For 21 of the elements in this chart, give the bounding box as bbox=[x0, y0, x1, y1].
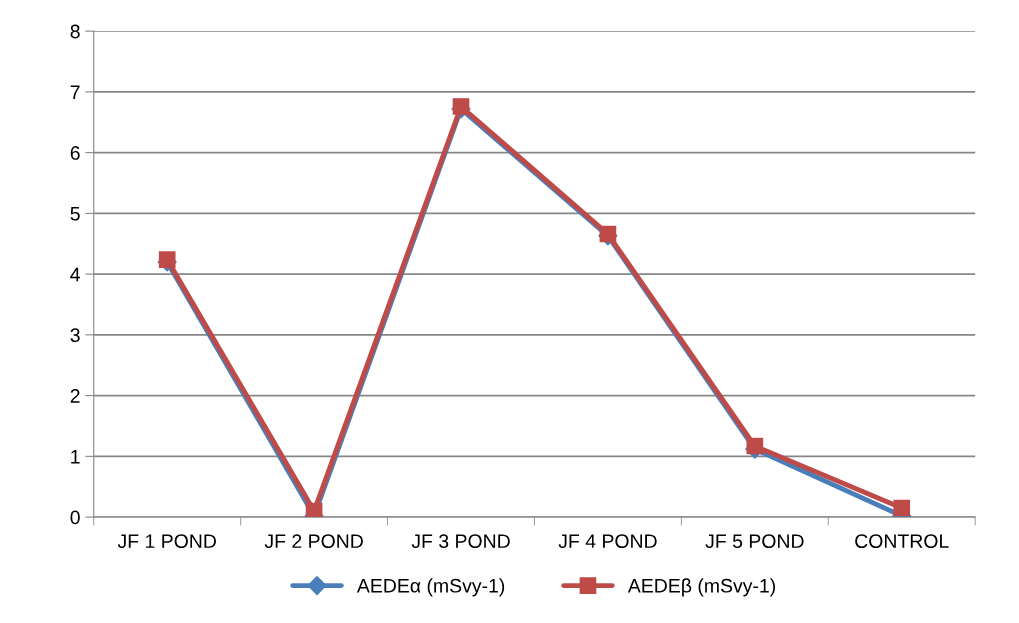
x-tick-label: JF 1 POND bbox=[117, 534, 216, 549]
x-tick-label: JF 3 POND bbox=[411, 534, 510, 549]
point bbox=[893, 499, 911, 517]
y-tick-label: 3 bbox=[70, 328, 80, 343]
y-tick-label: 6 bbox=[70, 146, 80, 160]
x-tick-label: JF 2 POND bbox=[264, 534, 363, 549]
y-tick-label: 8 bbox=[70, 24, 80, 39]
legend-label: AEDEα (mSvy-1) bbox=[356, 578, 505, 597]
y-tick-label: 1 bbox=[71, 450, 80, 464]
point bbox=[452, 98, 470, 115]
legend-label: AEDEβ (mSvy-1) bbox=[627, 578, 776, 597]
y-tick-label: 5 bbox=[70, 207, 80, 221]
point bbox=[305, 502, 323, 518]
point bbox=[158, 251, 176, 268]
y-tick-label: 4 bbox=[70, 267, 80, 282]
x-tick-label: JF 4 POND bbox=[558, 534, 657, 549]
y-tick-label: 7 bbox=[70, 85, 80, 99]
x-tick-label: CONTROL bbox=[855, 534, 949, 549]
y-tick-label: 0 bbox=[70, 510, 80, 525]
x-tick-label: JF 5 POND bbox=[705, 534, 804, 549]
y-tick-label: 2 bbox=[70, 389, 80, 403]
